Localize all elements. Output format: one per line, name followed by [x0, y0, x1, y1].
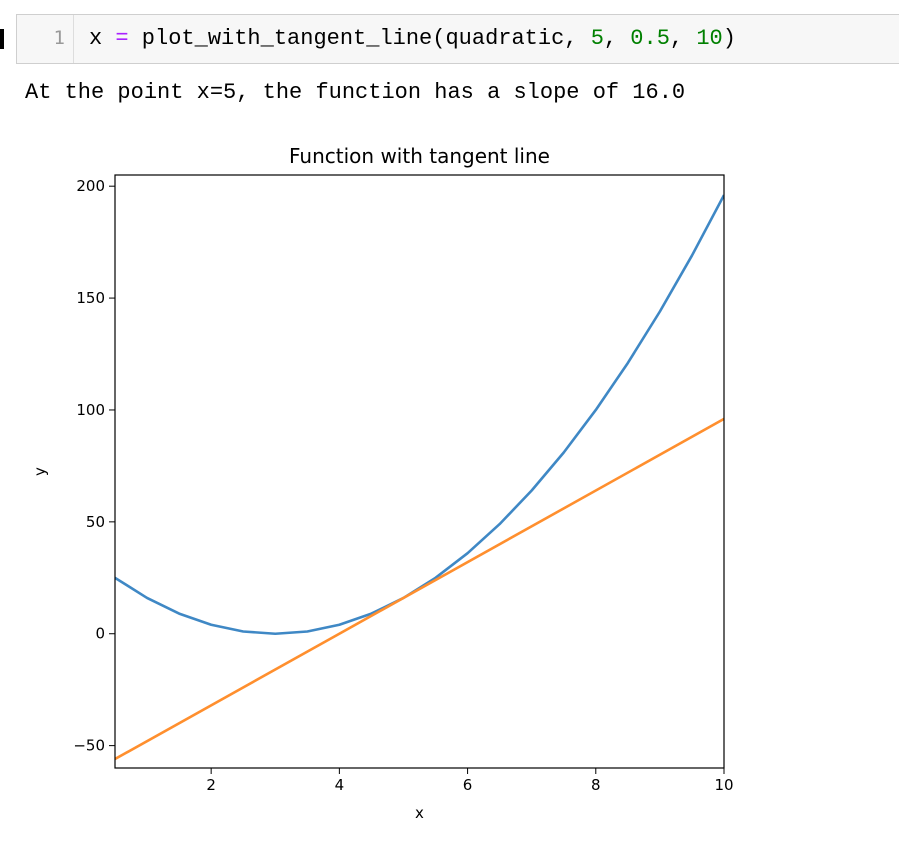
- code-token-plain: ,: [603, 26, 631, 51]
- y-tick-label: 0: [95, 625, 105, 643]
- cell-prompt-marker: [0, 29, 4, 49]
- y-axis-label: y: [31, 467, 49, 476]
- y-tick-label: 150: [76, 289, 105, 307]
- code-token-op: =: [115, 26, 129, 51]
- x-tick-label: 4: [335, 776, 345, 794]
- x-tick-label: 6: [463, 776, 473, 794]
- cell-output-text: At the point x=5, the function has a slo…: [25, 80, 686, 105]
- code-token-num: 0.5: [630, 26, 670, 51]
- code-token-plain: ,: [669, 26, 697, 51]
- x-tick-label: 10: [714, 776, 733, 794]
- code-cell[interactable]: 1 x = plot_with_tangent_line(quadratic, …: [16, 14, 899, 64]
- code-token-plain: plot_with_tangent_line(quadratic,: [128, 26, 591, 51]
- x-tick-label: 2: [206, 776, 216, 794]
- series-line-1: [115, 194, 724, 636]
- code-token-plain: ): [722, 26, 736, 51]
- code-token-num: 5: [590, 26, 604, 51]
- line-number-gutter: 1: [17, 15, 74, 63]
- plot-frame: [114, 174, 725, 769]
- code-token-num: 10: [696, 26, 723, 51]
- x-tick-label: 8: [591, 776, 601, 794]
- line-number: 1: [53, 27, 65, 49]
- y-tick-label: 100: [76, 401, 105, 419]
- code-line[interactable]: x = plot_with_tangent_line(quadratic, 5,…: [89, 26, 736, 51]
- y-tick-label: 200: [76, 177, 105, 195]
- y-tick-label: 50: [86, 513, 105, 531]
- y-tick-label: −50: [73, 737, 105, 755]
- x-axis-label: x: [415, 804, 424, 822]
- tangent-line-chart: Function with tangent line 2 4 6 8 10 −50 0 50 10…: [31, 144, 734, 822]
- code-token-plain: x: [89, 26, 116, 51]
- chart-title: Function with tangent line: [289, 144, 550, 168]
- series-line-2: [115, 417, 724, 761]
